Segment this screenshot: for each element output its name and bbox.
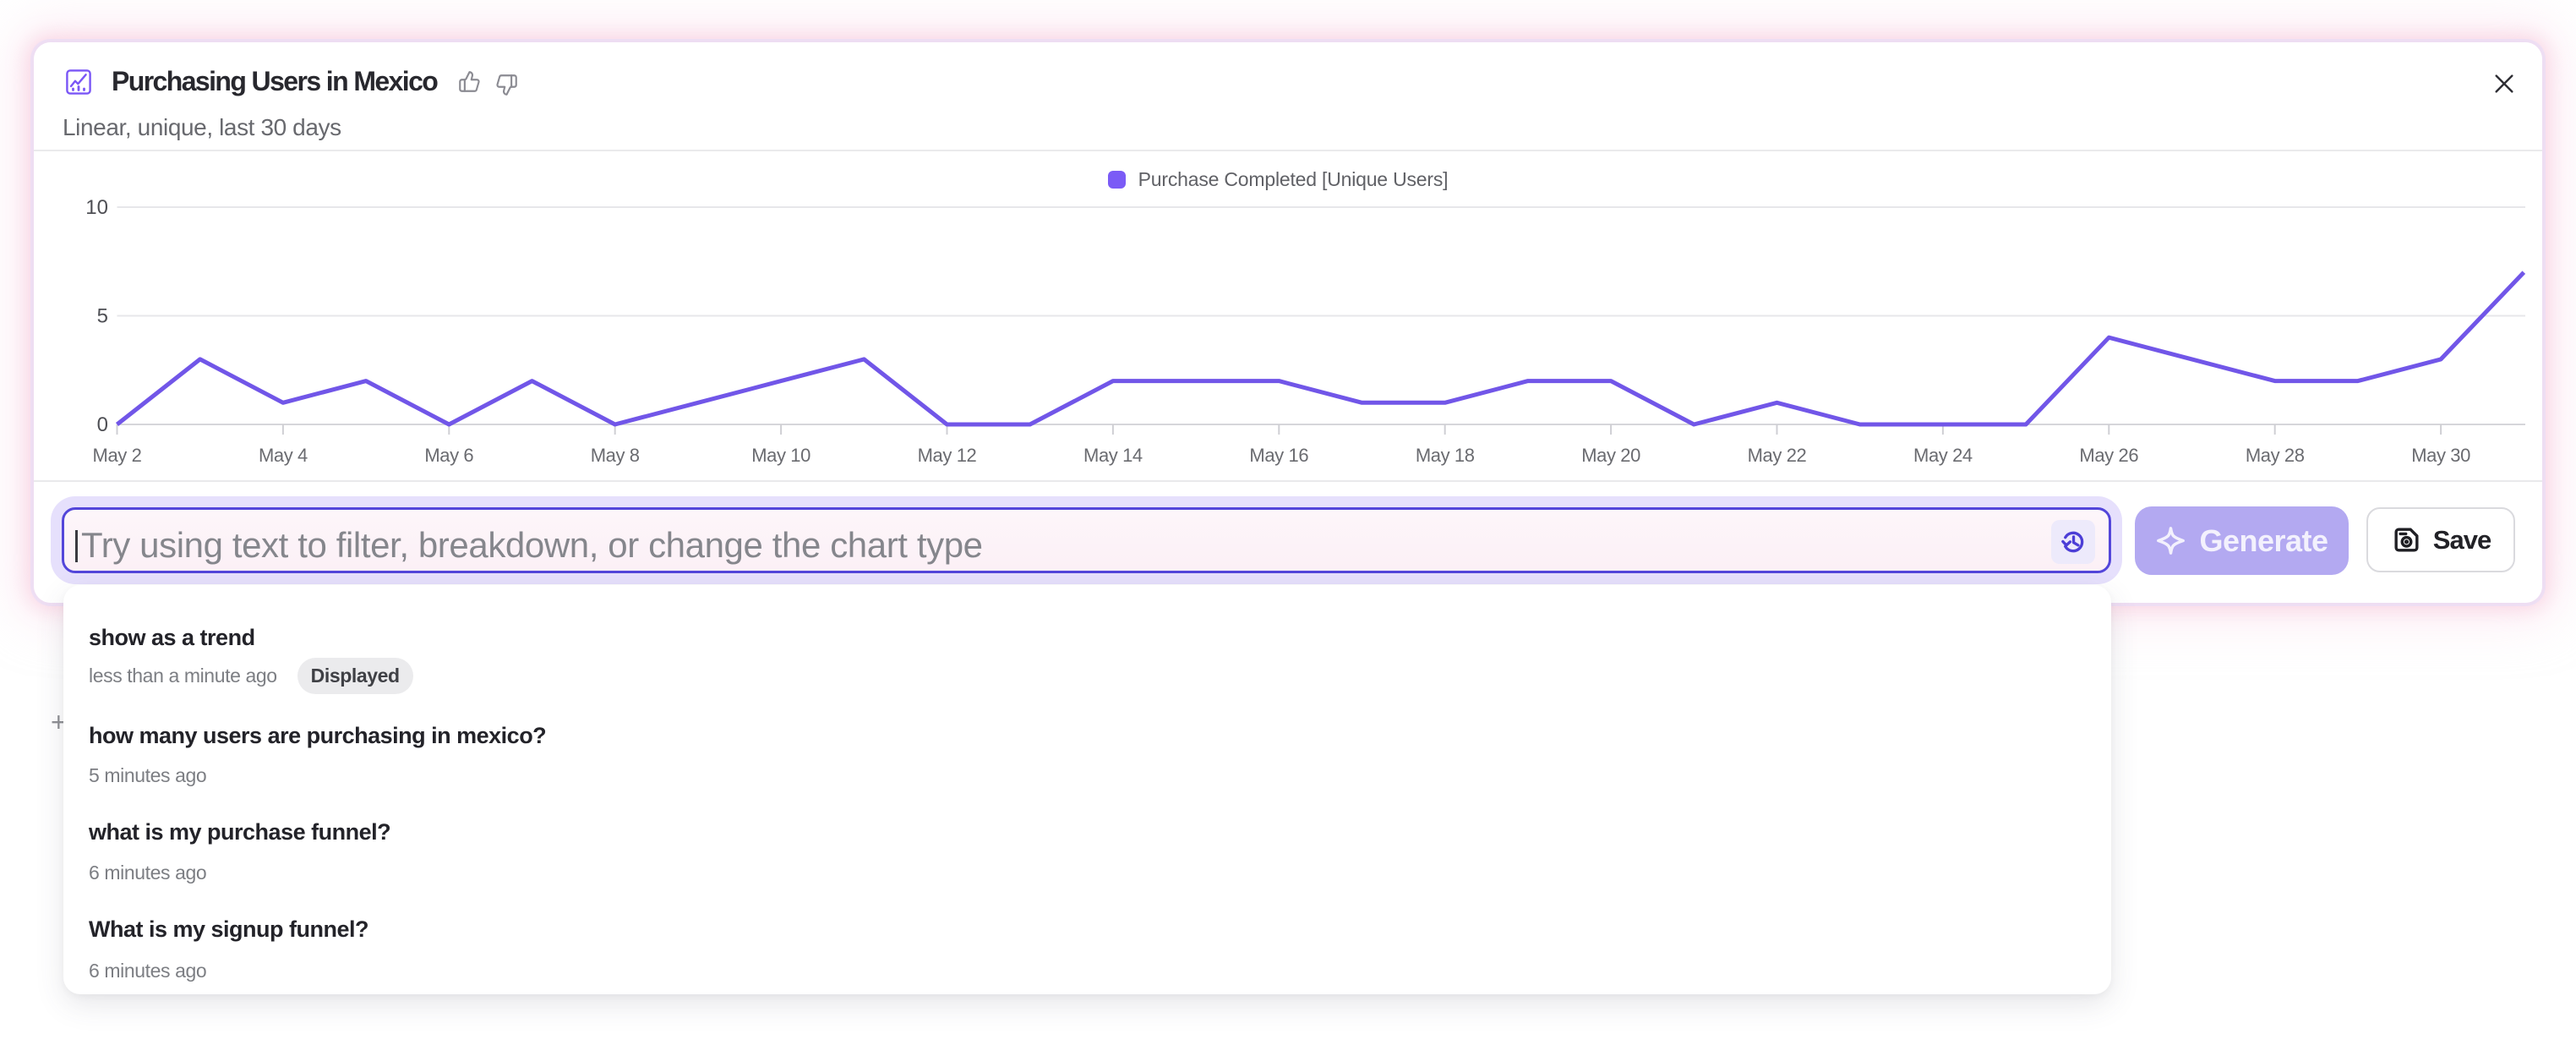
svg-text:May 20: May 20	[1581, 445, 1640, 466]
svg-text:5: 5	[97, 305, 108, 328]
svg-text:May 30: May 30	[2411, 445, 2470, 466]
svg-text:May 16: May 16	[1249, 445, 1308, 466]
svg-text:May 28: May 28	[2246, 445, 2305, 466]
svg-text:May 22: May 22	[1748, 445, 1807, 466]
svg-text:May 4: May 4	[259, 445, 308, 466]
svg-text:May 12: May 12	[918, 445, 977, 466]
svg-text:May 26: May 26	[2079, 445, 2138, 466]
svg-text:May 2: May 2	[93, 445, 142, 466]
svg-text:10: 10	[85, 196, 108, 219]
svg-text:May 14: May 14	[1083, 445, 1143, 466]
svg-text:May 24: May 24	[1913, 445, 1973, 466]
svg-text:May 18: May 18	[1416, 445, 1475, 466]
svg-text:May 6: May 6	[424, 445, 473, 466]
svg-text:0: 0	[97, 413, 108, 436]
svg-text:May 8: May 8	[591, 445, 640, 466]
svg-text:May 10: May 10	[751, 445, 810, 466]
